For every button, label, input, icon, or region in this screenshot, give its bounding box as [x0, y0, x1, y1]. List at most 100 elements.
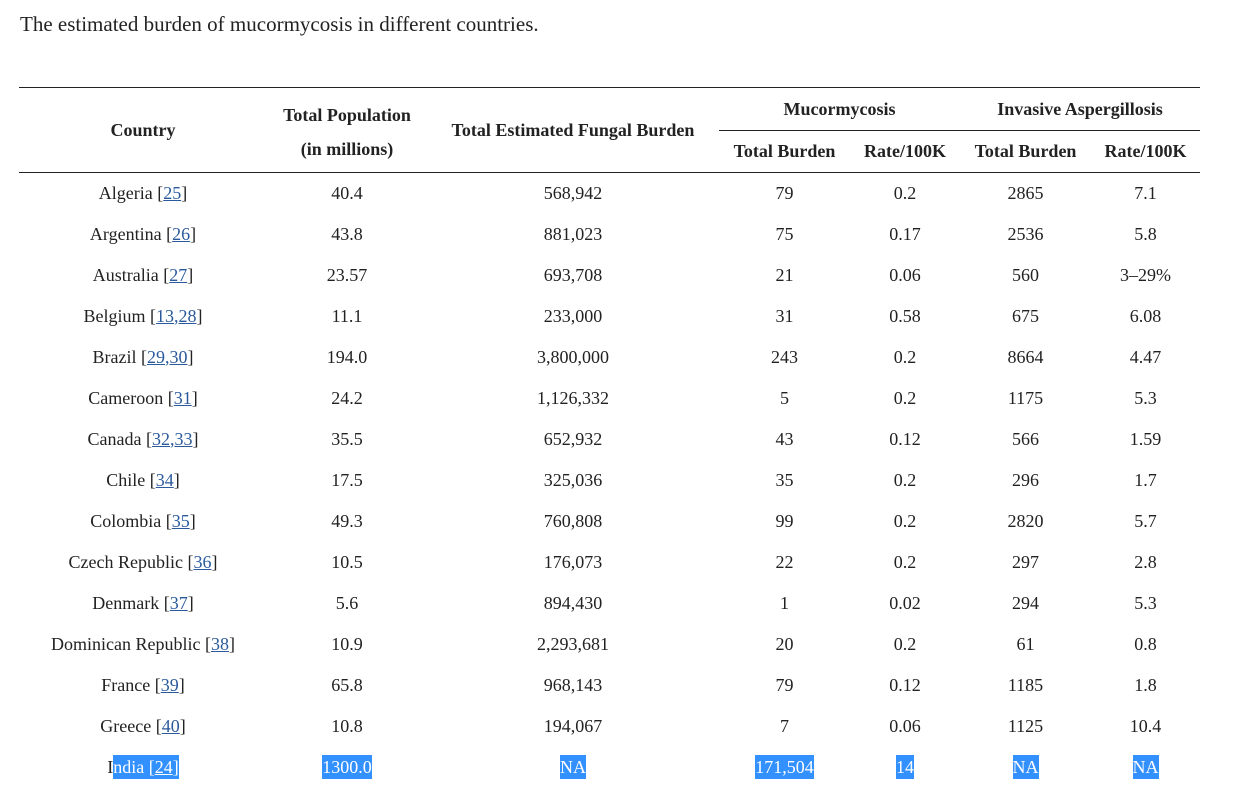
- fungal-burden-cell-value: 693,708: [543, 265, 603, 285]
- reference-bracket: ]: [187, 347, 194, 367]
- population-cell-value: 40.4: [331, 183, 363, 203]
- reference-link[interactable]: 26: [172, 224, 191, 244]
- fungal-burden-cell: 568,942: [427, 173, 719, 215]
- country-cell: Algeria [25]: [19, 173, 267, 215]
- muc-rate-cell: 0.17: [850, 214, 960, 255]
- muc-total-cell: 243: [719, 337, 850, 378]
- reference-bracket: ]: [189, 511, 196, 531]
- asp-rate-cell-value: 6.08: [1129, 306, 1162, 326]
- asp-rate-cell-value: 5.3: [1134, 388, 1157, 408]
- country-cell: Belgium [13,28]: [19, 296, 267, 337]
- fungal-burden-cell: 194,067: [427, 706, 719, 747]
- asp-total-cell: 297: [960, 542, 1091, 583]
- population-cell: 23.57: [267, 255, 427, 296]
- country-cell: Czech Republic [36]: [19, 542, 267, 583]
- population-cell: 194.0: [267, 337, 427, 378]
- asp-rate-cell: 1.7: [1091, 460, 1200, 501]
- muc-rate-cell-value: 0.2: [893, 347, 917, 367]
- reference-bracket: [: [163, 265, 170, 285]
- reference-bracket: [: [166, 224, 173, 244]
- reference-link[interactable]: 35: [171, 511, 190, 531]
- country-name: Argentina: [89, 224, 162, 244]
- reference-link[interactable]: 36: [193, 552, 212, 572]
- fungal-burden-cell-value: 325,036: [543, 470, 603, 490]
- reference-link[interactable]: 33: [174, 429, 193, 449]
- reference-bracket: [: [163, 593, 170, 613]
- reference-link[interactable]: 40: [161, 716, 180, 736]
- table-row: Argentina [26] 43.8 881,023 75 0.17 2536 5.8: [19, 214, 1200, 255]
- fungal-burden-cell-value: 194,067: [543, 716, 603, 736]
- table-row: Australia [27] 23.57 693,708 21 0.06 560 3–29%: [19, 255, 1200, 296]
- reference-link[interactable]: 38: [210, 634, 229, 654]
- population-cell-value: 11.1: [331, 306, 363, 326]
- table-body: Algeria [25] 40.4 568,942 79 0.2 2865 7.1 Argen…: [19, 173, 1200, 789]
- fungal-burden-cell: 325,036: [427, 460, 719, 501]
- muc-rate-cell-value: 0.2: [893, 552, 917, 572]
- fungal-burden-cell-value: 2,293,681: [537, 634, 609, 654]
- reference-bracket: [: [148, 757, 155, 777]
- reference-link[interactable]: 28: [178, 306, 197, 326]
- fungal-burden-cell: 652,932: [427, 419, 719, 460]
- reference-bracket: ]: [178, 675, 185, 695]
- fungal-burden-cell-value: 760,808: [543, 511, 603, 531]
- country-cell: Argentina [26]: [19, 214, 267, 255]
- asp-rate-cell: 5.3: [1091, 583, 1200, 624]
- fungal-burden-cell: 693,708: [427, 255, 719, 296]
- reference-link[interactable]: 13: [156, 306, 174, 326]
- population-cell-value: 17.5: [331, 470, 363, 490]
- population-cell: 24.2: [267, 378, 427, 419]
- muc-rate-cell: 0.02: [850, 583, 960, 624]
- reference-link[interactable]: 39: [160, 675, 179, 695]
- reference-link[interactable]: 32: [151, 429, 170, 449]
- reference-separator: ,: [164, 347, 170, 367]
- population-cell-value: 35.5: [331, 429, 363, 449]
- reference-bracket: [: [155, 716, 162, 736]
- muc-total-cell: 22: [719, 542, 850, 583]
- table-row: Belgium [13,28] 11.1 233,000 31 0.58 675 6.08: [19, 296, 1200, 337]
- fungal-burden-cell: 2,293,681: [427, 624, 719, 665]
- asp-total-cell: 8664: [960, 337, 1091, 378]
- reference-bracket: ]: [181, 183, 188, 203]
- reference-link[interactable]: 27: [169, 265, 188, 285]
- muc-rate-cell-value: 0.58: [889, 306, 921, 326]
- asp-total-cell: 675: [960, 296, 1091, 337]
- muc-total-cell: 79: [719, 665, 850, 706]
- population-cell: 49.3: [267, 501, 427, 542]
- fungal-burden-cell-value: NA: [560, 755, 586, 779]
- reference-link[interactable]: 30: [169, 347, 188, 367]
- fungal-burden-cell: 176,073: [427, 542, 719, 583]
- asp-total-cell: 566: [960, 419, 1091, 460]
- muc-total-cell-value: 20: [775, 634, 794, 654]
- reference-link[interactable]: 34: [155, 470, 174, 490]
- muc-total-cell: 75: [719, 214, 850, 255]
- population-cell-value: 10.5: [331, 552, 363, 572]
- table-row: Cameroon [31] 24.2 1,126,332 5 0.2 1175 5.3: [19, 378, 1200, 419]
- muc-rate-cell: 0.2: [850, 542, 960, 583]
- reference-bracket: ]: [190, 224, 197, 244]
- asp-total-cell: 294: [960, 583, 1091, 624]
- reference-bracket: ]: [211, 552, 218, 572]
- table-row: Brazil [29,30] 194.0 3,800,000 243 0.2 8664 4.…: [19, 337, 1200, 378]
- muc-total-cell-value: 99: [775, 511, 794, 531]
- reference-link[interactable]: 31: [173, 388, 192, 408]
- asp-total-cell: 296: [960, 460, 1091, 501]
- reference-link[interactable]: 29: [146, 347, 165, 367]
- reference-link[interactable]: 25: [163, 183, 182, 203]
- reference-bracket: [: [150, 306, 156, 326]
- reference-link[interactable]: 37: [169, 593, 188, 613]
- country-cell: Chile [34]: [19, 460, 267, 501]
- country-cell: Greece [40]: [19, 706, 267, 747]
- fungal-burden-cell-value: 1,126,332: [537, 388, 609, 408]
- muc-rate-cell-value: 0.2: [893, 183, 917, 203]
- asp-rate-cell: 1.59: [1091, 419, 1200, 460]
- reference-link[interactable]: 24: [154, 757, 173, 777]
- muc-total-cell-value: 75: [775, 224, 794, 244]
- country-cell: India [24]: [19, 747, 267, 788]
- table-row: Canada [32,33] 35.5 652,932 43 0.12 566 1.59: [19, 419, 1200, 460]
- muc-total-cell-value: 1: [780, 593, 789, 613]
- asp-rate-cell: 0.8: [1091, 624, 1200, 665]
- asp-total-cell-value: 297: [1012, 552, 1040, 572]
- asp-rate-cell-value: 10.4: [1129, 716, 1162, 736]
- fungal-burden-cell-value: 652,932: [543, 429, 603, 449]
- asp-rate-cell-value: 5.7: [1134, 511, 1157, 531]
